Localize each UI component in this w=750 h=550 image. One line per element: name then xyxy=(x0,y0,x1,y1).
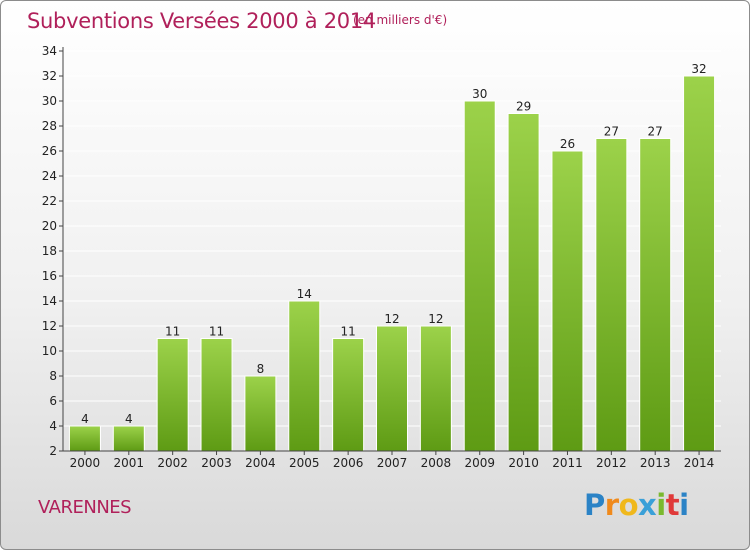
y-tick-label: 32 xyxy=(42,69,57,83)
bar-2008 xyxy=(419,325,452,452)
data-label-2008: 12 xyxy=(428,312,443,326)
bar-2012 xyxy=(595,138,628,452)
bar-2007 xyxy=(376,325,408,452)
bar-2002 xyxy=(156,338,189,452)
bars xyxy=(68,75,716,452)
logo-letter: o xyxy=(618,488,639,522)
data-label-2010: 29 xyxy=(516,100,531,114)
y-tick-label: 30 xyxy=(42,94,57,108)
x-tick-label-2001: 2001 xyxy=(114,456,145,470)
y-tick-label: 12 xyxy=(42,319,57,333)
logo-letter: i xyxy=(656,488,666,522)
bar-2000 xyxy=(68,425,101,452)
data-label-2003: 11 xyxy=(209,325,224,339)
y-tick-label: 4 xyxy=(49,419,57,433)
data-label-2000: 4 xyxy=(81,412,89,426)
data-label-2004: 8 xyxy=(257,362,265,376)
bar-2004 xyxy=(244,375,277,452)
data-label-2012: 27 xyxy=(604,125,619,139)
x-tick-label-2014: 2014 xyxy=(684,456,715,470)
bar-2003 xyxy=(200,338,233,452)
logo-letter: r xyxy=(604,488,619,522)
bar-2010 xyxy=(507,113,540,452)
bar-2001 xyxy=(112,425,145,452)
proxiti-logo[interactable]: Proxiti xyxy=(584,488,689,522)
bar-2014 xyxy=(683,75,716,452)
logo-letter: x xyxy=(638,488,657,522)
bar-2005 xyxy=(288,300,321,452)
y-tick-label: 34 xyxy=(42,44,57,58)
x-tick-label-2009: 2009 xyxy=(464,456,495,470)
logo-letter: t xyxy=(665,488,680,522)
data-label-2002: 11 xyxy=(165,325,180,339)
y-tick-label: 24 xyxy=(42,169,57,183)
chart-subtitle: (en milliers d'€) xyxy=(353,13,448,27)
y-tick-label: 14 xyxy=(42,294,57,308)
x-tick-label-2008: 2008 xyxy=(421,456,452,470)
data-label-2011: 26 xyxy=(560,137,575,151)
data-label-2006: 11 xyxy=(340,325,355,339)
bar-2009 xyxy=(463,100,496,452)
x-tick-label-2013: 2013 xyxy=(640,456,671,470)
data-label-2001: 4 xyxy=(125,412,133,426)
y-tick-label: 22 xyxy=(42,194,57,208)
data-label-2009: 30 xyxy=(472,87,487,101)
logo-letter: P xyxy=(584,488,605,522)
x-tick-label-2002: 2002 xyxy=(157,456,188,470)
chart-title: Subventions Versées 2000 à 2014 xyxy=(27,9,376,33)
x-tick-label-2010: 2010 xyxy=(508,456,539,470)
y-tick-label: 26 xyxy=(42,144,57,158)
y-tick-label: 6 xyxy=(49,394,57,408)
y-tick-label: 8 xyxy=(49,369,57,383)
data-label-2014: 32 xyxy=(691,62,706,76)
data-label-2005: 14 xyxy=(297,287,312,301)
x-tick-label-2011: 2011 xyxy=(552,456,583,470)
y-tick-label: 18 xyxy=(42,244,57,258)
y-tick-label: 2 xyxy=(49,444,57,458)
y-tick-label: 28 xyxy=(42,119,57,133)
x-tick-label-2006: 2006 xyxy=(333,456,364,470)
data-label-2007: 12 xyxy=(384,312,399,326)
y-tick-label: 20 xyxy=(42,219,57,233)
y-tick-label: 10 xyxy=(42,344,57,358)
x-tick-label-2000: 2000 xyxy=(70,456,101,470)
logo-letter: i xyxy=(679,488,689,522)
labels: 2468101214161820222426283032344200042001… xyxy=(42,44,715,470)
bar-2013 xyxy=(639,138,672,452)
x-tick-label-2003: 2003 xyxy=(201,456,232,470)
bar-2006 xyxy=(332,338,365,452)
x-tick-label-2012: 2012 xyxy=(596,456,627,470)
y-tick-label: 16 xyxy=(42,269,57,283)
x-tick-label-2007: 2007 xyxy=(377,456,408,470)
commune-name: VARENNES xyxy=(38,497,132,518)
data-label-2013: 27 xyxy=(648,125,663,139)
x-tick-label-2005: 2005 xyxy=(289,456,320,470)
axes xyxy=(59,47,721,455)
bar-2011 xyxy=(551,150,584,452)
x-tick-label-2004: 2004 xyxy=(245,456,276,470)
